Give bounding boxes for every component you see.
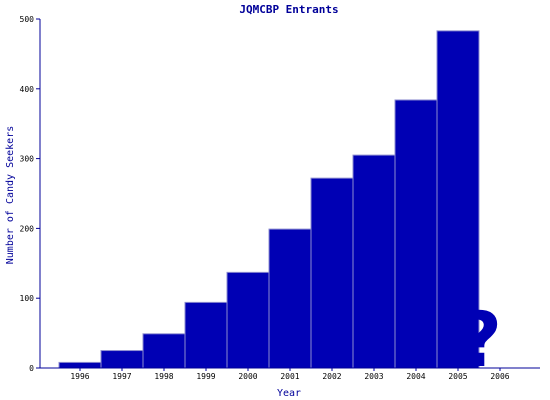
y-tick-label: 300	[20, 155, 35, 164]
bar-2004	[394, 99, 438, 369]
bar-2003	[352, 154, 396, 369]
y-tick-label: 500	[20, 15, 35, 24]
x-axis-label: Year	[277, 388, 301, 399]
bars-group	[58, 30, 480, 369]
x-tick-label: 2006	[490, 372, 509, 381]
x-tick-label: 2004	[406, 372, 425, 381]
y-tick-label: 400	[20, 85, 35, 94]
bar-2001	[268, 228, 312, 369]
chart-title: JQMCBP Entrants	[239, 3, 338, 16]
y-tick-label: 0	[29, 364, 34, 373]
bar-1996	[58, 361, 102, 369]
x-tick-label: 1999	[196, 372, 215, 381]
y-axis-label: Number of Candy Seekers	[5, 126, 16, 264]
x-tick-label: 2000	[238, 372, 257, 381]
x-tick-label: 1996	[70, 372, 89, 381]
y-axis-ticks: 0 100 200 300 400 500	[20, 15, 40, 373]
y-tick-label: 200	[20, 224, 35, 233]
bar-1997	[100, 350, 144, 369]
x-tick-label: 1998	[154, 372, 173, 381]
bar-2005	[436, 30, 480, 369]
x-axis-ticks: 1996 1997 1998 1999 2000 2001 2002 2003 2004 2005…	[70, 368, 510, 381]
bar-2002	[310, 177, 354, 369]
y-tick-label: 100	[20, 294, 35, 303]
x-tick-label: 1997	[112, 372, 131, 381]
bar-2000	[226, 271, 270, 369]
x-tick-label: 2003	[364, 372, 383, 381]
x-tick-label: 2002	[322, 372, 341, 381]
x-tick-label: 2005	[448, 372, 467, 381]
bar-1999	[184, 301, 228, 369]
bar-1998	[142, 333, 186, 369]
unknown-value-annotation: ?	[458, 295, 502, 384]
x-tick-label: 2001	[280, 372, 299, 381]
